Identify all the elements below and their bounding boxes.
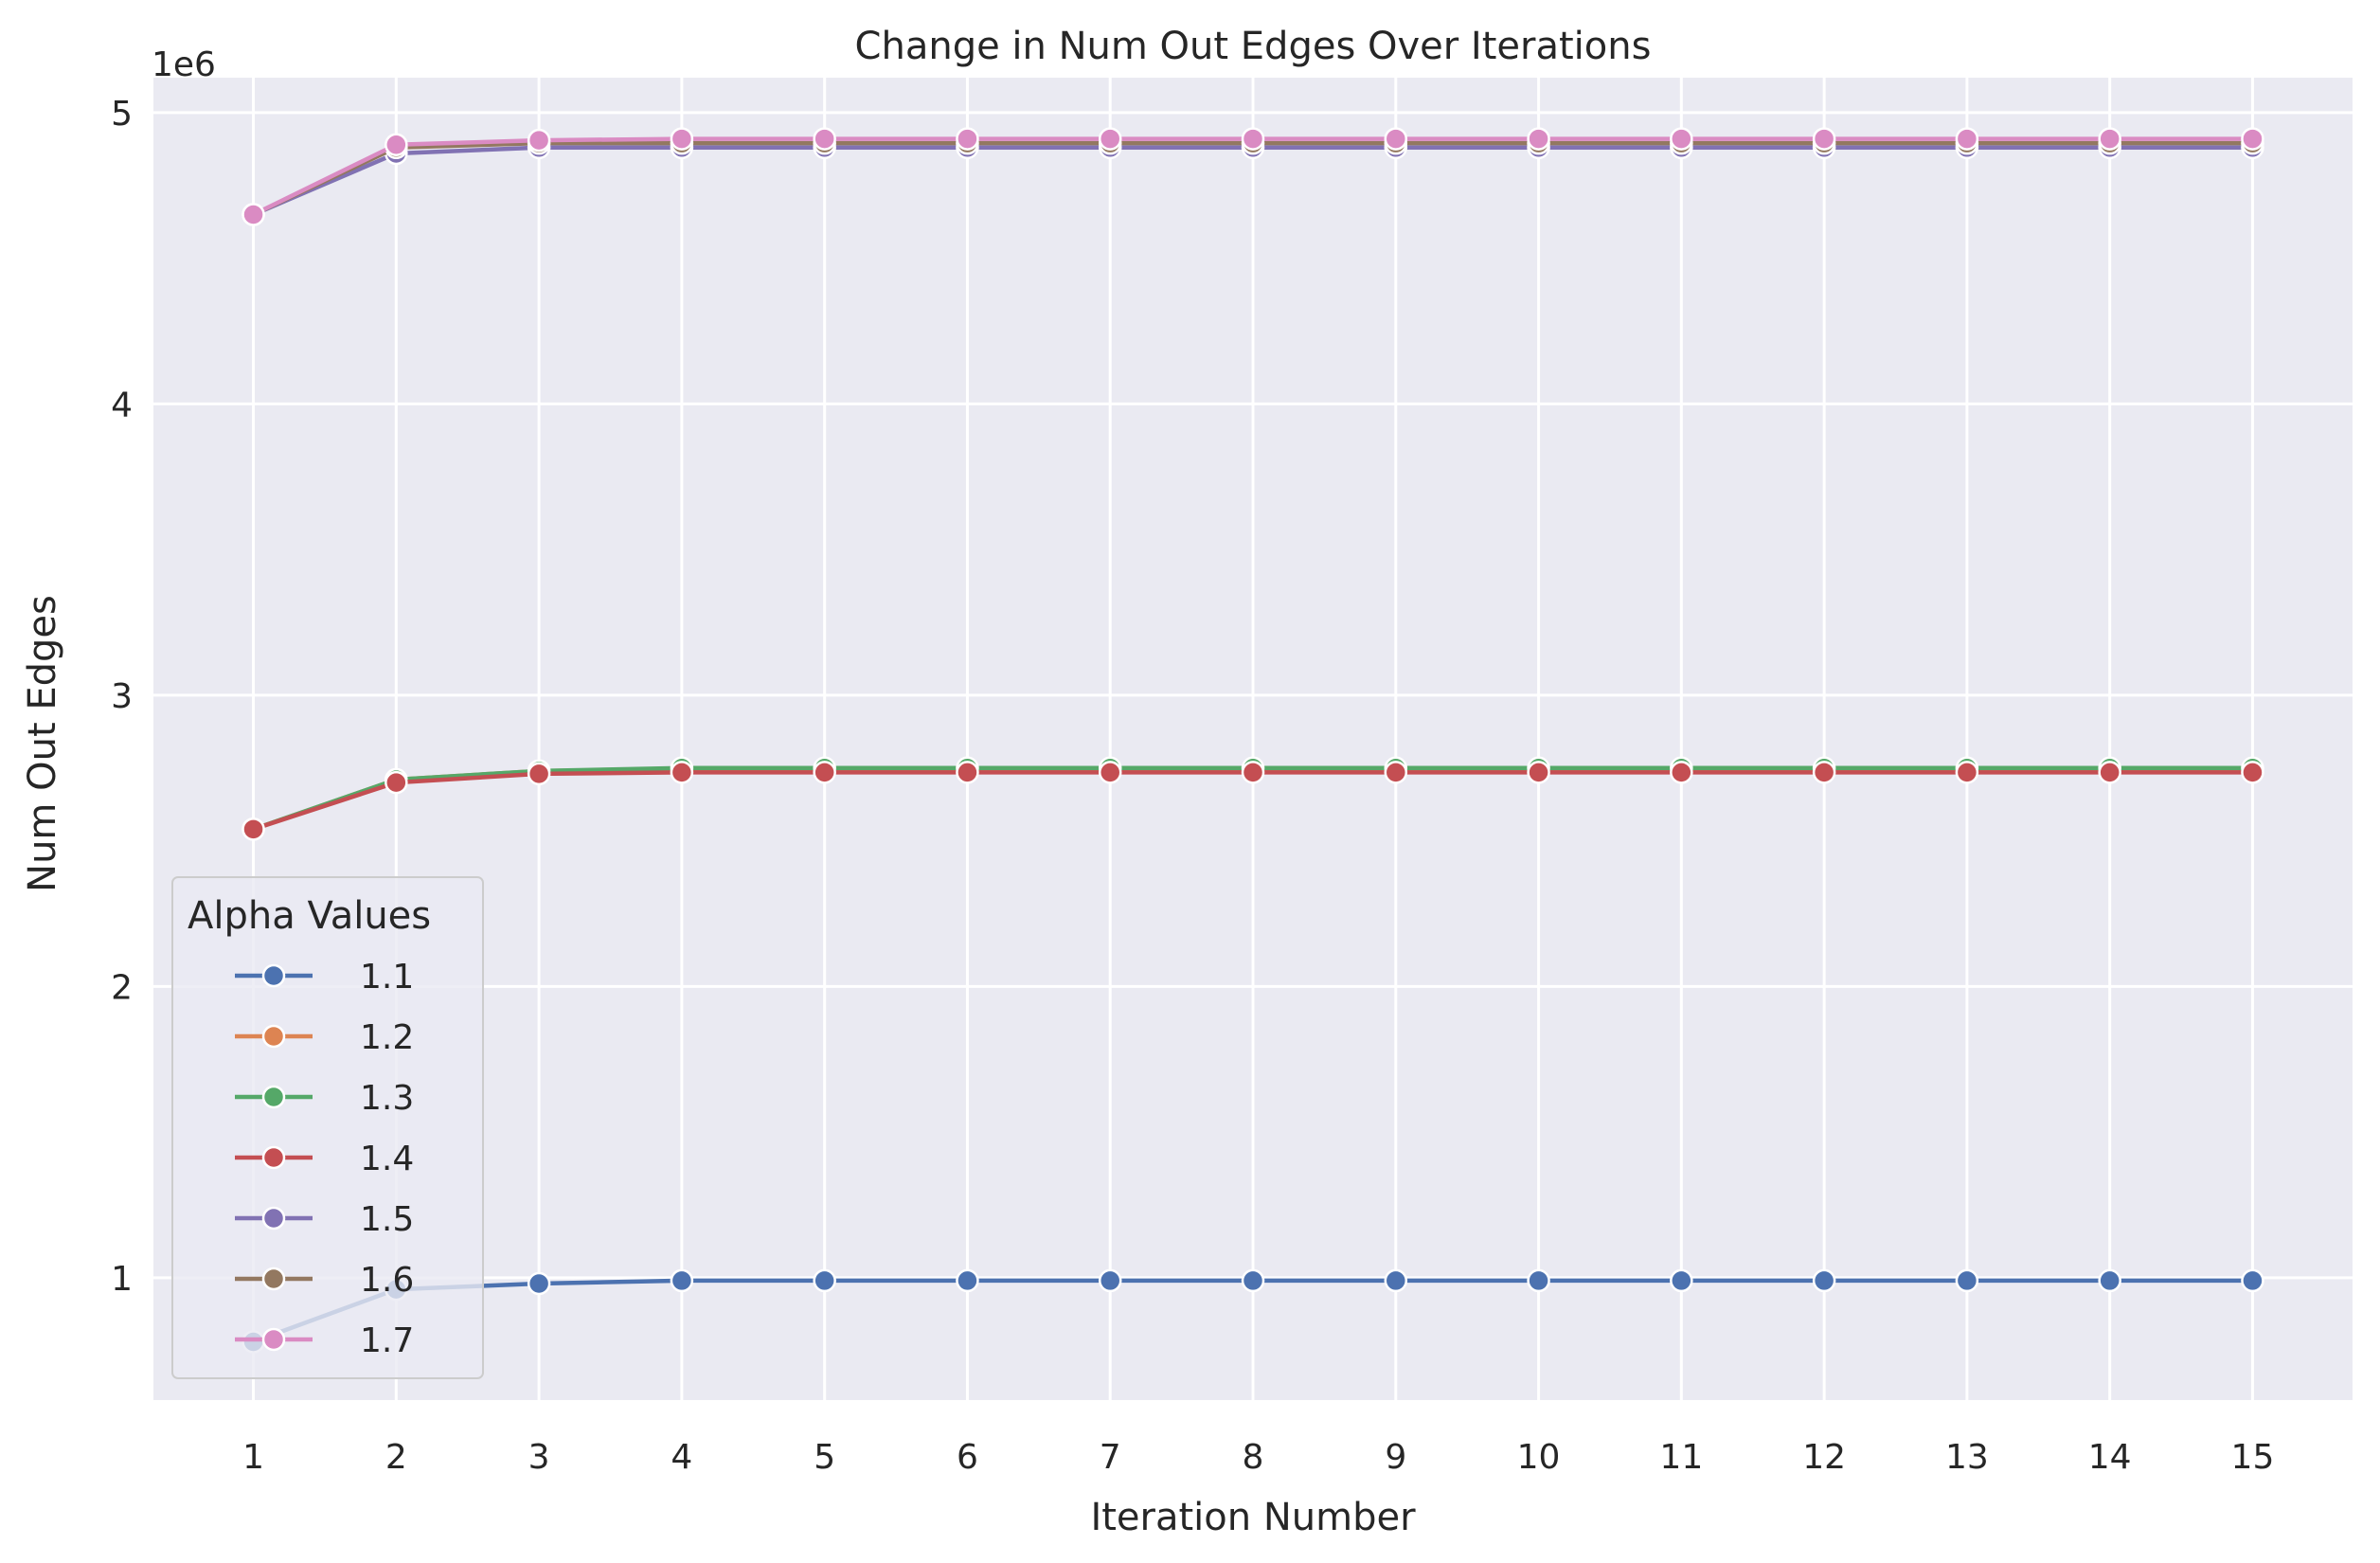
x-tick-label: 11 (1659, 1438, 1703, 1477)
data-point (1670, 1268, 1693, 1293)
data-point (956, 127, 979, 151)
data-point (242, 203, 265, 226)
legend-title: Alpha Values (188, 894, 431, 938)
series-1.7 (242, 127, 2264, 226)
legend-label: 1.3 (360, 1079, 414, 1118)
x-tick-label: 13 (1945, 1438, 1989, 1477)
legend-label: 1.2 (360, 1018, 414, 1057)
grid-lines (153, 78, 2353, 1400)
data-point (1384, 761, 1408, 784)
legend-item: 1.3 (235, 1079, 414, 1118)
x-tick-labels: 1 2 3 4 5 6 7 8 9 10 11 12 13 14 15 (242, 1438, 2274, 1477)
data-point (2241, 1268, 2264, 1293)
legend-item: 1.6 (235, 1261, 414, 1300)
data-point (670, 127, 694, 151)
data-point (1812, 127, 1836, 151)
data-point (1812, 1268, 1836, 1293)
data-point (1527, 1268, 1550, 1293)
data-point (1527, 127, 1550, 151)
data-point (2098, 1268, 2121, 1293)
chart-title: Change in Num Out Edges Over Iterations (855, 25, 1652, 68)
data-point (670, 761, 694, 784)
data-point (1527, 761, 1550, 784)
y-tick-label: 5 (111, 95, 133, 134)
x-tick-label: 6 (957, 1438, 978, 1477)
data-point (2098, 127, 2121, 151)
data-point (1098, 761, 1122, 784)
x-tick-label: 10 (1517, 1438, 1561, 1477)
legend-marker (261, 1267, 286, 1291)
legend-items: 1.1 1.2 1.3 1.4 1.5 1.6 1.7 (235, 958, 414, 1360)
y-axis-label: Num Out Edges (21, 595, 64, 892)
data-point (1955, 1268, 1979, 1293)
y-tick-label: 4 (111, 386, 133, 424)
x-tick-label: 12 (1802, 1438, 1846, 1477)
series-1.4 (242, 761, 2264, 841)
x-tick-label: 1 (242, 1438, 264, 1477)
x-tick-label: 15 (2231, 1438, 2275, 1477)
y-offset-label: 1e6 (152, 45, 216, 84)
x-tick-label: 8 (1243, 1438, 1264, 1477)
legend-label: 1.4 (360, 1140, 414, 1178)
series-layer (242, 127, 2264, 1354)
data-point (527, 762, 551, 786)
legend-label: 1.1 (360, 958, 414, 997)
legend-marker (261, 1145, 286, 1170)
legend-item: 1.4 (235, 1140, 414, 1178)
legend-marker (261, 1024, 286, 1049)
data-point (1384, 127, 1408, 151)
data-point (670, 1268, 694, 1293)
data-point (1955, 761, 1979, 784)
data-point (813, 1268, 836, 1293)
data-point (527, 1271, 551, 1296)
data-point (385, 770, 408, 795)
legend-label: 1.6 (360, 1261, 414, 1300)
legend-item: 1.7 (235, 1321, 414, 1360)
data-point (385, 133, 408, 156)
legend-item: 1.1 (235, 958, 414, 997)
data-point (1384, 1268, 1408, 1293)
data-point (242, 817, 265, 841)
data-point (956, 1268, 979, 1293)
x-tick-label: 9 (1385, 1438, 1406, 1477)
y-tick-label: 2 (111, 968, 133, 1007)
legend-label: 1.7 (360, 1321, 414, 1360)
y-tick-label: 3 (111, 677, 133, 716)
legend-marker (261, 963, 286, 988)
data-point (1241, 127, 1265, 151)
x-tick-label: 14 (2088, 1438, 2132, 1477)
data-point (1098, 127, 1122, 151)
legend-box (171, 876, 484, 1379)
data-point (1241, 1268, 1265, 1293)
legend-marker (261, 1327, 286, 1352)
legend-marker (261, 1085, 286, 1109)
y-tick-label: 1 (111, 1260, 133, 1299)
x-tick-label: 2 (385, 1438, 407, 1477)
data-point (2241, 127, 2264, 151)
x-axis-label: Iteration Number (1090, 1496, 1416, 1539)
data-point (1670, 761, 1693, 784)
legend-item: 1.5 (235, 1200, 414, 1239)
legend-label: 1.5 (360, 1200, 414, 1239)
data-point (956, 761, 979, 784)
x-tick-label: 5 (814, 1438, 835, 1477)
data-point (1670, 127, 1693, 151)
legend: Alpha Values 1.1 1.2 1.3 1.4 1.5 1.6 1.7 (171, 876, 484, 1379)
data-point (2241, 761, 2264, 784)
x-tick-label: 7 (1100, 1438, 1121, 1477)
data-point (1955, 127, 1979, 151)
data-point (813, 127, 836, 151)
x-tick-label: 4 (671, 1438, 692, 1477)
data-point (1098, 1268, 1122, 1293)
y-tick-labels: 1 2 3 4 5 (111, 95, 133, 1299)
data-point (1241, 761, 1265, 784)
x-tick-label: 3 (528, 1438, 550, 1477)
legend-item: 1.2 (235, 1018, 414, 1057)
data-point (1812, 761, 1836, 784)
legend-marker (261, 1206, 286, 1231)
data-point (2098, 761, 2121, 784)
data-point (527, 128, 551, 153)
data-point (813, 761, 836, 784)
